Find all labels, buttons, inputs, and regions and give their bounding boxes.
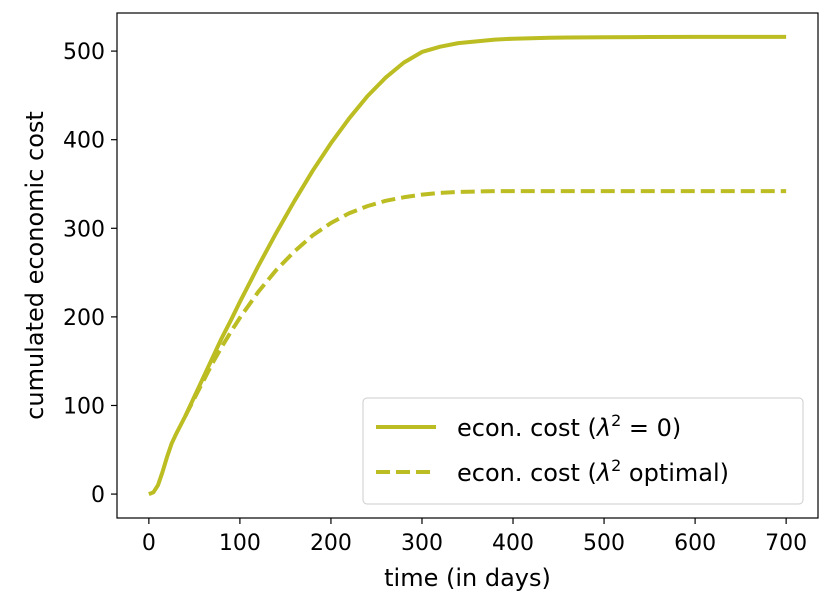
legend-entry-dashed-sup: 2 — [611, 456, 621, 475]
x-tick-label: 700 — [765, 531, 807, 556]
x-tick-label: 0 — [142, 531, 156, 556]
y-tick-label: 500 — [63, 40, 105, 65]
x-axis-ticks: 0 100 200 300 400 500 600 700 — [142, 518, 807, 556]
legend-entry-dashed-lambda: λ — [595, 459, 611, 487]
legend-entry-solid-sup: 2 — [611, 411, 621, 430]
legend-entry-solid-main: econ. cost ( — [457, 414, 597, 442]
y-tick-label: 100 — [63, 394, 105, 419]
plot-frame — [116, 12, 819, 519]
series-layer — [148, 34, 787, 496]
legend-entry-dashed-tail: optimal) — [621, 459, 729, 487]
series-line-dashed — [183, 189, 787, 418]
x-tick-label: 200 — [310, 531, 352, 556]
y-tick-label: 400 — [63, 129, 105, 154]
legend-entry-solid: econ. cost (λ2 = 0) — [457, 411, 681, 442]
legend-entry-dashed: econ. cost (λ2 optimal) — [457, 456, 729, 487]
legend-entry-solid-tail: = 0) — [621, 414, 681, 442]
x-tick-label: 500 — [583, 531, 625, 556]
y-tick-label: 300 — [63, 217, 105, 242]
x-axis-label: time (in days) — [384, 564, 551, 592]
x-tick-label: 400 — [492, 531, 534, 556]
legend: econ. cost (λ2 = 0) econ. cost (λ2 optim… — [362, 397, 804, 505]
x-tick-label: 300 — [401, 531, 443, 556]
legend-box — [362, 397, 804, 505]
y-tick-label: 0 — [91, 483, 105, 508]
x-tick-label: 600 — [674, 531, 716, 556]
y-tick-label: 200 — [63, 306, 105, 331]
legend-entry-solid-lambda: λ — [595, 414, 611, 442]
y-axis-ticks: 0 100 200 300 400 500 — [63, 40, 117, 508]
series-line-solid — [148, 34, 787, 496]
legend-entry-dashed-main: econ. cost ( — [457, 459, 597, 487]
y-axis-label: cumulated economic cost — [21, 111, 49, 420]
x-tick-label: 100 — [219, 531, 261, 556]
